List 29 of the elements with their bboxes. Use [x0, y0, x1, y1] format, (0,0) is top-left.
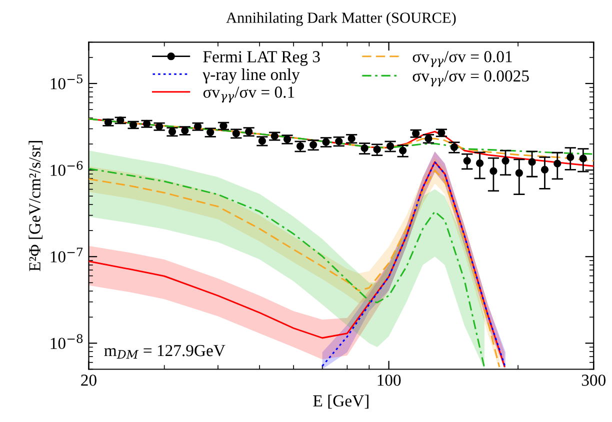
legend-label: Fermi LAT Reg 3: [203, 51, 320, 66]
y-tick-label: 10$^{−5}$: [50, 74, 82, 90]
point: [450, 143, 458, 151]
x-tick-label: 100: [378, 374, 401, 386]
legend-label: σv$_{γγ}$/σv = 0.0025: [412, 70, 529, 86]
point: [566, 153, 574, 161]
point: [476, 159, 484, 168]
annotation: m$_{DM}$ = 127.9GeV: [104, 345, 226, 359]
x-axis-title: E [GeV]: [313, 394, 368, 409]
point: [540, 166, 549, 174]
legend-label: σv$_{γγ}$/σv = 0.1: [203, 86, 294, 103]
point: [490, 167, 498, 175]
point: [463, 156, 471, 165]
point: [515, 169, 523, 177]
legend-label: σv$_{γγ}$/σv = 0.01: [412, 51, 512, 68]
y-tick-label: 10$^{−8}$: [50, 334, 83, 350]
point: [398, 146, 407, 154]
point: [386, 142, 394, 150]
legend-label: γ-ray line only: [202, 68, 300, 84]
point: [528, 158, 536, 166]
x-tick-label: 20: [81, 374, 96, 386]
point: [502, 156, 510, 165]
y-tick-label: 10$^{−6}$: [50, 161, 83, 176]
chart-title: Annihilating Dark Matter (SOURCE): [226, 12, 456, 26]
y-tick-label: 10$^{−7}$: [50, 248, 83, 262]
x-tick-label: 300: [582, 374, 606, 386]
point: [579, 154, 587, 162]
y-axis-title: E²Φ [GeV/cm²/s/sr]: [28, 141, 43, 272]
point: [554, 160, 562, 168]
